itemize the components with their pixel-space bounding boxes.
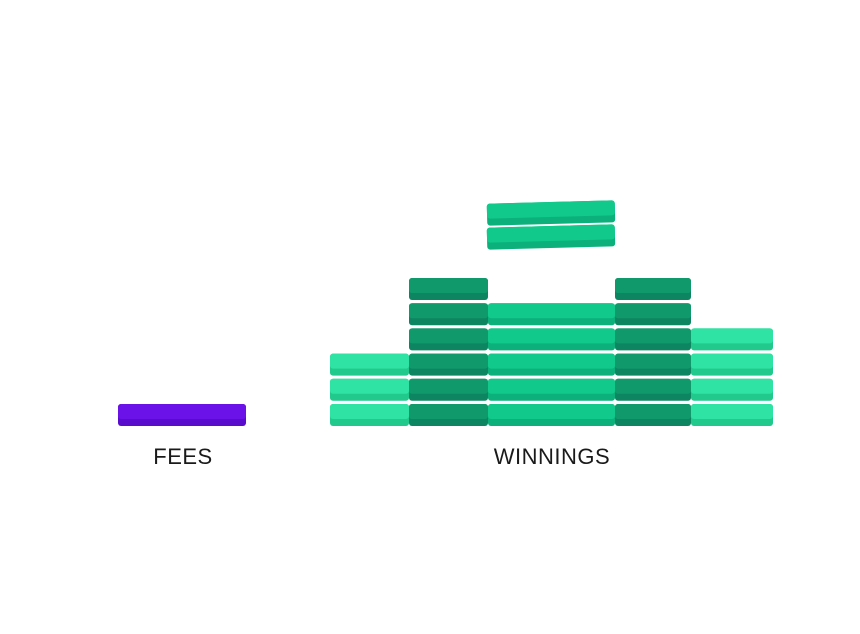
fees-label: FEES <box>153 444 213 469</box>
winnings-chip <box>488 328 615 351</box>
fees-chip <box>118 404 246 426</box>
winnings-chip <box>615 278 691 300</box>
winnings-chip <box>615 404 691 426</box>
winnings-chip <box>691 378 773 401</box>
winnings-chip <box>488 378 615 401</box>
winnings-chip <box>691 353 773 376</box>
winnings-chip <box>409 303 488 326</box>
winnings-chip <box>409 328 488 351</box>
winnings-chip <box>691 404 773 426</box>
winnings-chip <box>615 378 691 401</box>
winnings-chip <box>488 404 615 426</box>
winnings-chip <box>409 404 488 426</box>
winnings-chip <box>615 328 691 351</box>
winnings-label: WINNINGS <box>493 444 611 469</box>
winnings-chip <box>615 353 691 376</box>
winnings-chip <box>488 353 615 376</box>
winnings-chip <box>330 378 409 401</box>
winnings-chip <box>330 404 409 426</box>
winnings-chip <box>691 328 773 351</box>
winnings-chip <box>409 278 488 300</box>
winnings-chip <box>486 224 616 250</box>
winnings-chip <box>330 353 409 376</box>
winnings-chip <box>486 200 616 226</box>
winnings-chip <box>409 378 488 401</box>
winnings-chip <box>615 303 691 326</box>
winnings-chip <box>409 353 488 376</box>
winnings-chip <box>488 303 615 326</box>
